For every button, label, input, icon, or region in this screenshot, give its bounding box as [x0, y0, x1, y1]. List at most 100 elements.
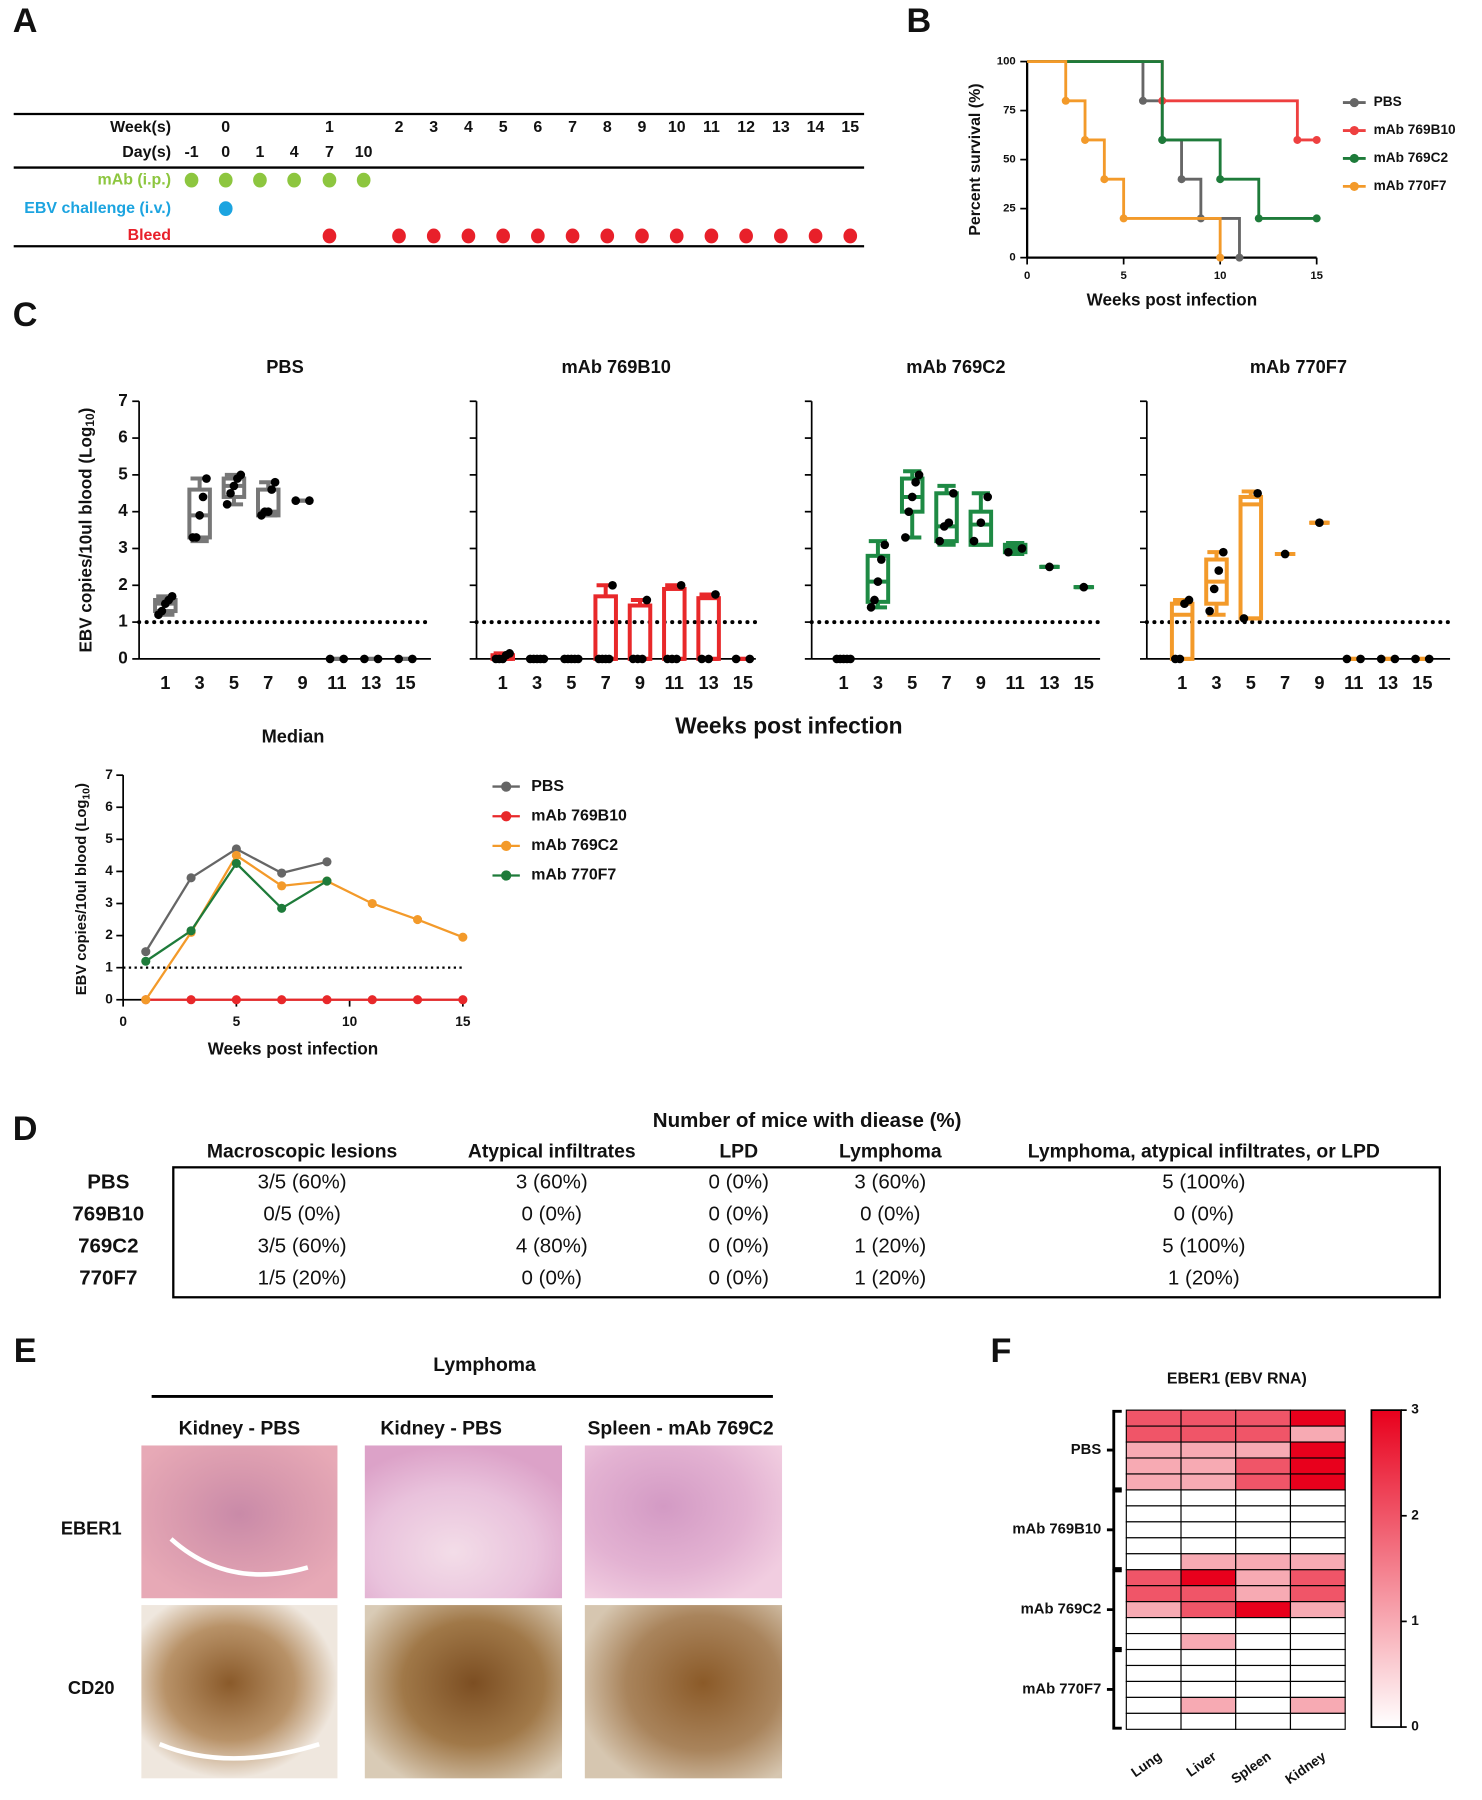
colorbar-tick-label: 2: [1411, 1507, 1419, 1522]
day-label: 7: [325, 144, 334, 161]
x-tick-label: 7: [263, 672, 273, 693]
group-header: Lymphoma: [433, 1354, 536, 1376]
heat-cell: [1180, 1585, 1237, 1603]
y-axis-label: EBV copies/10ul blood (Log10): [74, 783, 92, 995]
x-tick-label: 5: [233, 1014, 241, 1029]
data-point: [637, 654, 647, 664]
heat-cell: [1125, 1521, 1182, 1539]
table-cell: 5 (100%): [1162, 1171, 1245, 1194]
median-point: [186, 995, 196, 1005]
x-tick-label: 7: [1280, 672, 1290, 693]
data-point: [1356, 654, 1365, 664]
bleed-dot: [739, 228, 753, 244]
row-label: 770F7: [79, 1266, 137, 1289]
data-point: [360, 654, 369, 664]
bleed-dot: [565, 228, 580, 244]
y-tick-label: 7: [105, 767, 113, 782]
table-cell: 1 (20%): [1168, 1266, 1240, 1289]
cd20-image: [141, 1605, 338, 1779]
survival-point: [1138, 96, 1147, 105]
heat-cell: [1125, 1664, 1182, 1683]
data-point: [870, 595, 879, 605]
table-cell: 0 (0%): [1174, 1203, 1234, 1226]
heat-cell: [1180, 1409, 1237, 1427]
survival-curve: [1027, 60, 1317, 220]
x-axis-label: Weeks post infection: [1087, 290, 1258, 309]
y-tick-label: 0: [1009, 252, 1015, 264]
y-tick-label: 25: [1003, 203, 1016, 215]
table-cell: 4 (80%): [516, 1235, 588, 1258]
heat-cell: [1125, 1473, 1182, 1491]
data-point: [1390, 654, 1400, 664]
heat-cell: [1235, 1648, 1292, 1667]
survival-point: [1119, 214, 1128, 223]
survival-point: [1216, 253, 1225, 262]
data-point: [672, 654, 681, 664]
table-cell: 1 (20%): [854, 1266, 926, 1289]
group-bracket: [1106, 1569, 1122, 1650]
table-title: Number of mice with diease (%): [653, 1109, 962, 1132]
x-tick-label: 3: [532, 672, 542, 693]
heat-cell: [1289, 1712, 1346, 1730]
heat-cell: [1235, 1409, 1292, 1427]
timeline-row-label: Day(s): [122, 144, 171, 161]
median-point: [412, 914, 423, 925]
heat-cell: [1180, 1457, 1237, 1475]
x-tick-label: 9: [635, 672, 645, 693]
data-point: [1209, 584, 1219, 594]
data-point: [873, 577, 883, 586]
data-point: [408, 654, 417, 664]
heat-cell: [1289, 1696, 1346, 1714]
heat-cell: [1235, 1569, 1292, 1587]
y-tick-label: 1: [118, 612, 128, 631]
data-point: [1424, 654, 1434, 664]
heat-cell: [1235, 1473, 1292, 1491]
legend-marker: [501, 811, 512, 822]
heat-cell: [1289, 1680, 1346, 1698]
data-point: [935, 536, 945, 546]
x-tick-label: 0: [1024, 270, 1030, 282]
data-point: [876, 555, 886, 564]
y-tick-label: 5: [105, 831, 113, 846]
survival-point: [1158, 135, 1167, 144]
data-point: [1253, 488, 1262, 498]
data-point: [339, 654, 349, 664]
heat-cell: [1289, 1537, 1346, 1555]
panel-label: A: [13, 2, 38, 40]
table-cell: 0 (0%): [522, 1203, 582, 1226]
x-tick-label: 13: [1378, 672, 1398, 693]
x-tick-label: 1: [1177, 672, 1187, 693]
bleed-dot: [600, 228, 615, 244]
heat-cell: [1289, 1409, 1346, 1427]
heat-cell: [1235, 1696, 1292, 1714]
median-point: [367, 898, 377, 909]
table-cell: 0 (0%): [709, 1266, 769, 1289]
x-tick-label: 15: [1412, 672, 1432, 693]
survival-point: [1254, 214, 1263, 223]
week-label: 3: [429, 119, 438, 136]
heat-cell: [1289, 1648, 1346, 1667]
row-label: CD20: [68, 1677, 115, 1698]
median-point: [277, 995, 287, 1005]
group-label: mAb 770F7: [1022, 1681, 1101, 1697]
day-label: 4: [290, 144, 299, 161]
heat-cell: [1289, 1664, 1346, 1683]
legend-marker: [501, 870, 512, 881]
mab-dose-dot: [287, 172, 301, 188]
table-header: Lymphoma, atypical infiltrates, or LPD: [1028, 1141, 1380, 1163]
heat-cell: [1180, 1473, 1237, 1491]
group-label: PBS: [1071, 1442, 1102, 1458]
bleed-dot: [843, 228, 858, 244]
heat-cell: [1125, 1696, 1182, 1714]
week-label: 13: [772, 119, 790, 136]
legend-label: PBS: [1374, 94, 1402, 109]
y-tick-label: 7: [118, 391, 128, 410]
chart-title: mAb 770F7: [1250, 356, 1347, 377]
survival-point: [1100, 175, 1109, 184]
data-point: [505, 649, 514, 658]
x-tick-label: 7: [941, 672, 951, 693]
x-tick-label: 11: [1344, 672, 1363, 693]
heat-cell: [1180, 1617, 1237, 1635]
colorbar-tick-label: 1: [1411, 1613, 1419, 1628]
data-point: [1045, 562, 1054, 572]
